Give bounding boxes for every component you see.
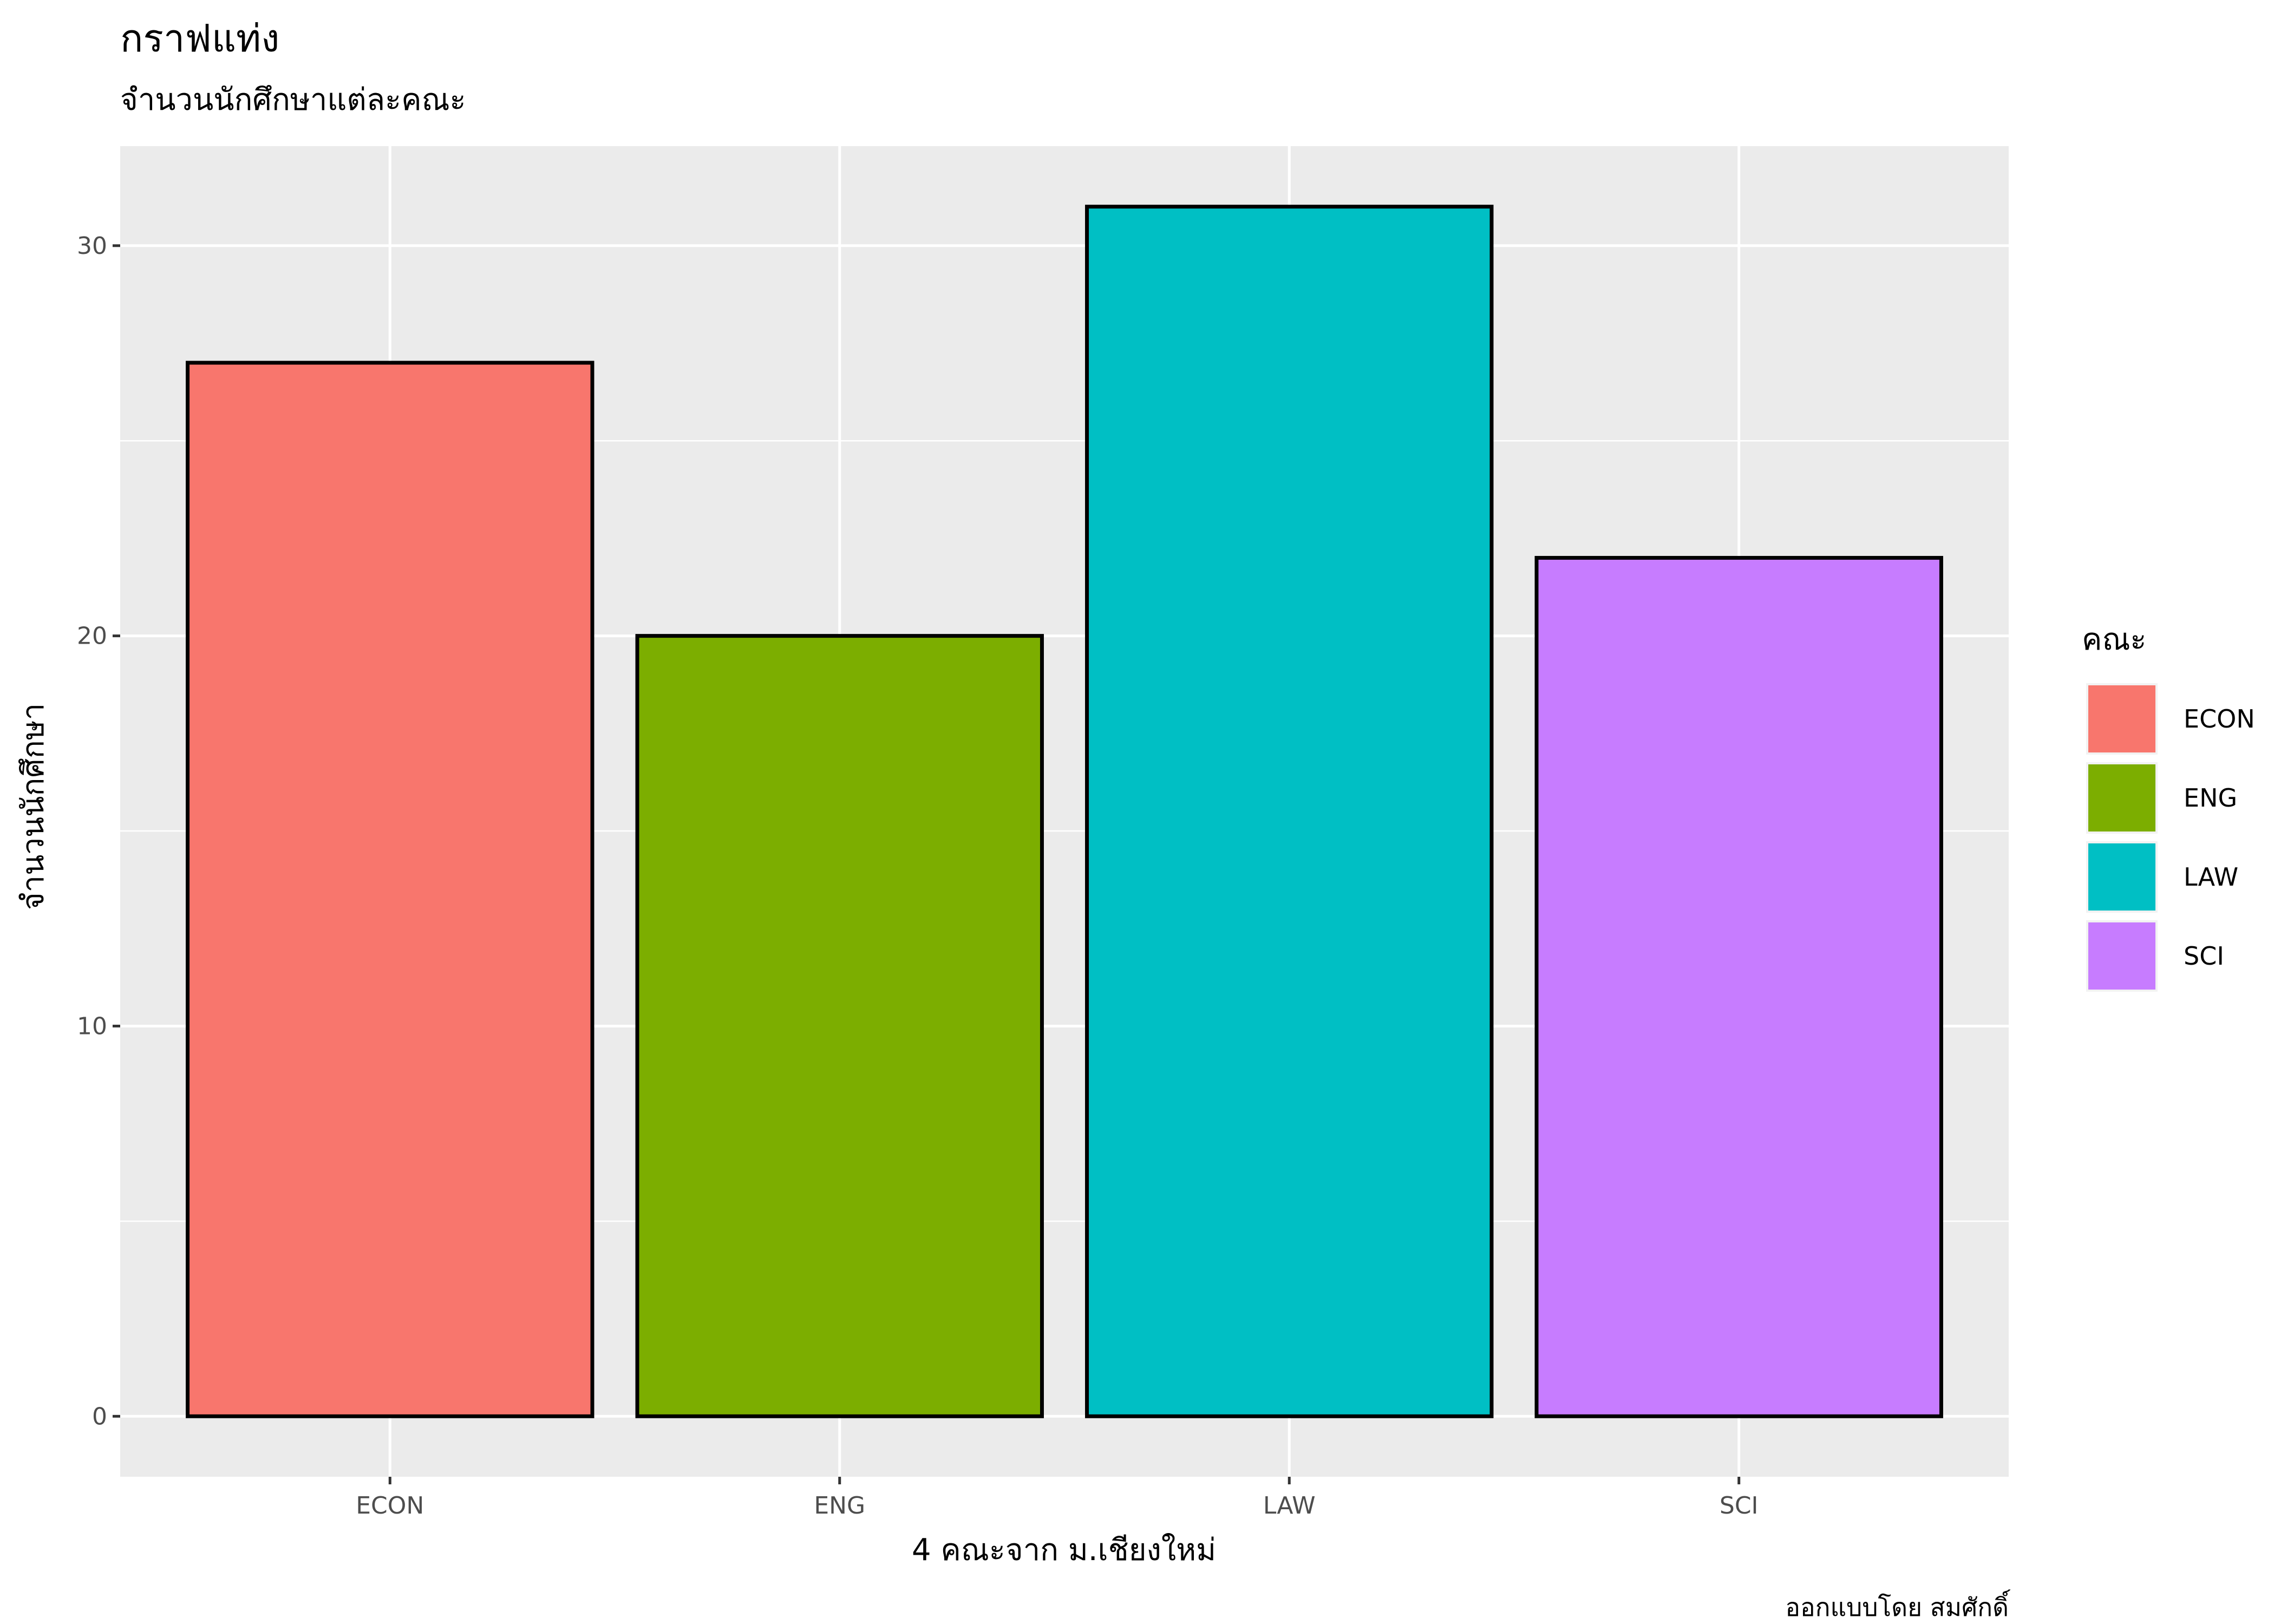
y-tick-label: 20 — [77, 623, 107, 650]
chart-subtitle: จำนวนนักศึกษาแต่ละคณะ — [120, 82, 466, 117]
legend-key-econ — [2088, 685, 2155, 752]
y-tick-label: 30 — [77, 232, 107, 260]
legend: คณะ ECON ENG LAW SCI — [2082, 622, 2255, 992]
x-tick-label: LAW — [1263, 1492, 1316, 1520]
plot-area: 0 10 20 30 ECON ENG LAW SCI — [77, 146, 2009, 1520]
chart-caption: ออกแบบโดย สมศักดิ์ — [1785, 1589, 2010, 1622]
legend-key-law — [2088, 843, 2155, 911]
legend-label: ECON — [2184, 704, 2255, 734]
bar-law — [1085, 205, 1494, 1418]
y-tick-label: 10 — [77, 1012, 107, 1040]
legend-key-eng — [2088, 764, 2155, 831]
legend-label: SCI — [2184, 941, 2224, 971]
y-axis-title: จำนวนนักศึกษา — [16, 703, 51, 910]
bar-eng — [635, 634, 1044, 1418]
y-tick-label: 0 — [92, 1403, 107, 1430]
bar-sci — [1534, 555, 1943, 1418]
chart-title: กราฟแท่ง — [120, 16, 279, 61]
x-tick-label: SCI — [1720, 1492, 1759, 1520]
legend-label: LAW — [2184, 862, 2238, 892]
legend-label: ENG — [2184, 783, 2237, 813]
legend-title: คณะ — [2082, 622, 2147, 657]
bar-econ — [186, 361, 594, 1418]
x-tick-label: ECON — [356, 1492, 424, 1520]
x-tick-label: ENG — [814, 1492, 865, 1520]
x-axis-title: 4 คณะจาก ม.เชียงใหม่ — [912, 1533, 1216, 1568]
legend-key-sci — [2088, 922, 2155, 990]
